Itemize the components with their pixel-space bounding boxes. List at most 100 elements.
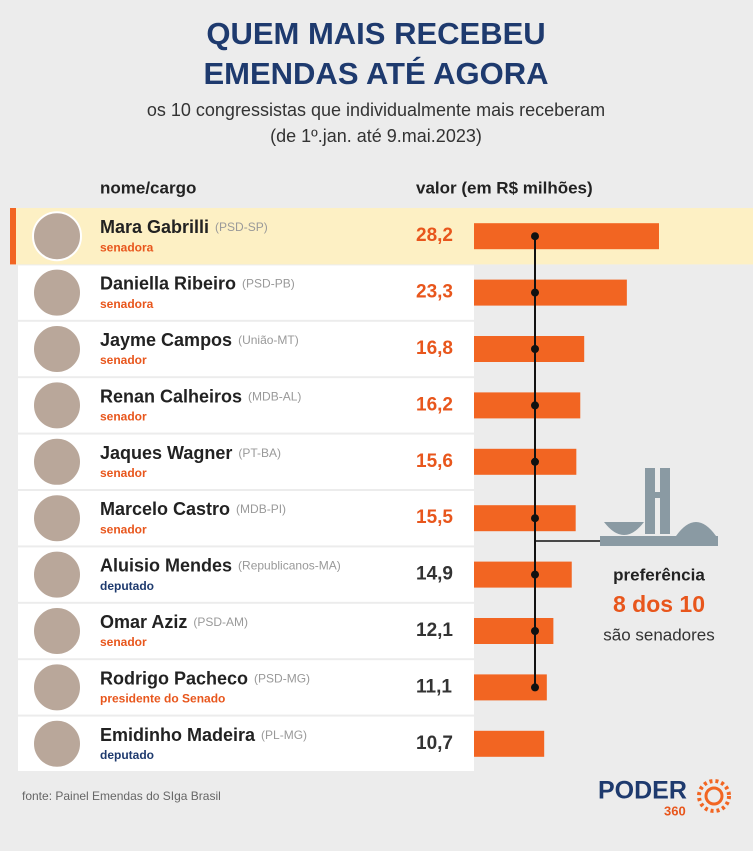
value-label: 11,1 (416, 676, 452, 697)
source: fonte: Painel Emendas do SIga Brasil (22, 789, 221, 803)
bar (474, 279, 627, 306)
name-text: Renan Calheiros (100, 386, 242, 406)
name-text: Daniella Ribeiro (100, 273, 236, 293)
column-header: nome/cargo (100, 178, 196, 197)
bar (474, 561, 572, 588)
rows: Mara Gabrilli (PSD-SP) senadora 28,2 Daniell… (10, 208, 753, 771)
row-bg (18, 660, 474, 715)
name-text: Jaques Wagner (100, 443, 232, 463)
name-text: Rodrigo Pacheco (100, 668, 248, 688)
role: senadora (100, 297, 154, 311)
name-text: Jayme Campos (100, 330, 232, 350)
name: Emidinho Madeira (PL-MG) (100, 725, 307, 745)
name-text: Emidinho Madeira (100, 725, 256, 745)
annotation: são senadores (603, 625, 715, 644)
congress-icon (600, 468, 718, 546)
party: (MDB-PI) (236, 502, 286, 516)
tower (645, 468, 655, 534)
name-text: Mara Gabrilli (100, 217, 209, 237)
bowl (604, 522, 644, 535)
subtitle: os 10 congressistas que individualmente … (147, 100, 605, 120)
column-header: valor (em R$ milhões) (416, 178, 593, 197)
annotation: 8 dos 10 (613, 591, 705, 617)
logo: PODER (598, 777, 687, 805)
photo (32, 380, 82, 431)
sun (704, 786, 724, 806)
party: (PT-BA) (238, 446, 281, 460)
bar (474, 505, 576, 532)
row-bg (18, 547, 474, 602)
chart-title: QUEM MAIS RECEBEU (206, 16, 545, 51)
tower-link (645, 492, 670, 498)
base (600, 536, 718, 546)
photo (32, 493, 82, 544)
value-label: 16,8 (416, 338, 453, 359)
sun-rays (697, 779, 731, 813)
value-label: 23,3 (416, 282, 453, 303)
logo: 360 (664, 803, 686, 818)
name: Marcelo Castro (MDB-PI) (100, 499, 286, 519)
annotation: preferência (613, 565, 705, 584)
party: (União-MT) (238, 333, 299, 347)
tower (660, 468, 670, 534)
value-label: 16,2 (416, 394, 453, 415)
role: deputado (100, 579, 154, 593)
role: presidente do Senado (100, 692, 225, 706)
name: Jayme Campos (União-MT) (100, 330, 299, 350)
name: Jaques Wagner (PT-BA) (100, 443, 281, 463)
photo (32, 606, 82, 656)
name: Daniella Ribeiro (PSD-PB) (100, 273, 295, 293)
row-bg (18, 716, 474, 771)
bar (474, 223, 659, 250)
name: Rodrigo Pacheco (PSD-MG) (100, 668, 310, 688)
value-label: 28,2 (416, 225, 453, 246)
name: Aluisio Mendes (Republicanos-MA) (100, 555, 341, 575)
photo (32, 211, 82, 262)
bar (474, 448, 577, 475)
row-bg (18, 491, 474, 546)
party: (PSD-AM) (193, 615, 248, 629)
row-bg (18, 378, 474, 433)
name-text: Omar Aziz (100, 612, 187, 632)
name-text: Aluisio Mendes (100, 555, 232, 575)
row-bg (18, 434, 474, 489)
subtitle: (de 1º.jan. até 9.mai.2023) (270, 126, 482, 146)
bar (474, 730, 545, 757)
role: senador (100, 466, 147, 480)
value-label: 12,1 (416, 620, 453, 641)
row-bg (18, 603, 474, 659)
value-label: 15,6 (416, 451, 453, 472)
row-bg (18, 321, 474, 377)
role: senador (100, 635, 147, 649)
role: deputado (100, 748, 154, 762)
photo (32, 436, 82, 487)
value-label: 14,9 (416, 564, 453, 585)
value-label: 10,7 (416, 733, 453, 754)
photo (32, 267, 82, 318)
photo (32, 549, 82, 600)
party: (Republicanos-MA) (238, 559, 341, 573)
name-text: Marcelo Castro (100, 499, 230, 519)
role: senador (100, 522, 147, 536)
party: (PSD-SP) (215, 220, 268, 234)
party: (PSD-MG) (254, 672, 310, 686)
bar (474, 392, 581, 419)
party: (PSD-PB) (242, 277, 295, 291)
party: (MDB-AL) (248, 390, 301, 404)
name: Renan Calheiros (MDB-AL) (100, 386, 301, 406)
dome (676, 522, 716, 536)
bar (474, 336, 585, 362)
logo-sun (697, 779, 731, 813)
row-bg (18, 265, 474, 320)
role: senadora (100, 240, 154, 254)
role: senador (100, 410, 147, 424)
party: (PL-MG) (261, 728, 307, 742)
name: Mara Gabrilli (PSD-SP) (100, 217, 268, 237)
name: Omar Aziz (PSD-AM) (100, 612, 248, 632)
highlight-edge (10, 208, 16, 265)
photo (32, 324, 82, 374)
role: senador (100, 353, 147, 367)
photo (32, 718, 82, 769)
